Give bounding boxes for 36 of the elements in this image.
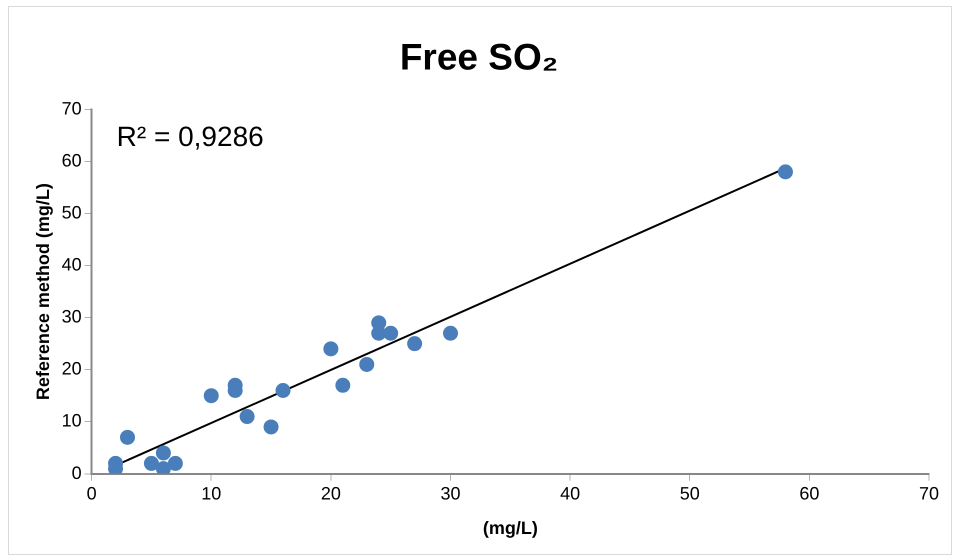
- point: [156, 461, 171, 474]
- y-tick-label: 20: [62, 358, 82, 379]
- point: [778, 164, 793, 180]
- y-tick-label: 70: [62, 98, 82, 118]
- point: [264, 419, 279, 434]
- y-tick-label: 0: [72, 462, 82, 483]
- x-tick-label: 30: [440, 484, 461, 504]
- x-tick-label: 10: [201, 484, 222, 504]
- chart-title: Free SO₂: [400, 36, 558, 78]
- x-tick-label: 70: [918, 484, 940, 504]
- y-tick-label: 30: [62, 306, 82, 327]
- point: [144, 456, 159, 471]
- point: [156, 445, 171, 460]
- x-tick-label: 50: [680, 484, 700, 504]
- point: [120, 430, 136, 445]
- x-tick-label: 0: [86, 484, 97, 504]
- y-tick-label: 60: [62, 150, 82, 170]
- point: [383, 326, 398, 341]
- point: [335, 378, 350, 393]
- y-tick-label: 40: [62, 254, 82, 275]
- y-axis-title: Reference method (mg/L): [32, 183, 53, 400]
- point: [168, 456, 183, 471]
- x-tick-label: 60: [799, 484, 820, 504]
- y-tick-label: 10: [62, 410, 82, 431]
- point: [204, 388, 219, 404]
- point: [323, 341, 338, 356]
- y-tick-label: 50: [62, 202, 82, 222]
- point: [407, 336, 422, 352]
- point: [359, 356, 374, 372]
- x-axis-title: (mg/L): [482, 518, 538, 538]
- point: [276, 383, 291, 398]
- annotation: R² = 0,9286: [116, 121, 264, 152]
- x-tick-label: 20: [320, 484, 341, 504]
- point: [240, 409, 255, 424]
- x-tick-label: 40: [560, 484, 580, 504]
- point: [443, 326, 458, 341]
